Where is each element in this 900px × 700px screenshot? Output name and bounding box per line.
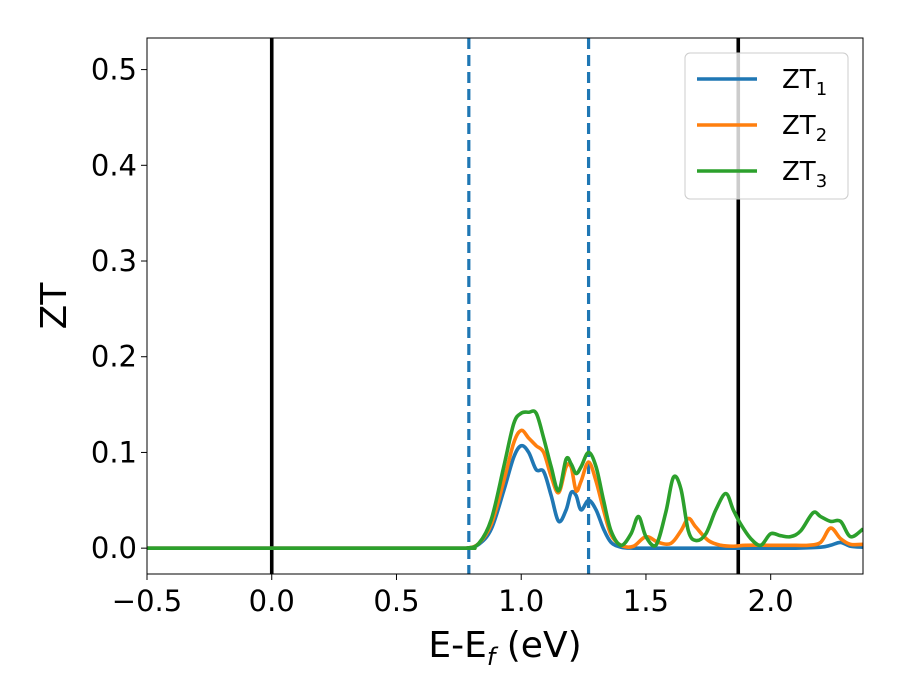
x-tick-label: 0.5 [373,584,419,618]
legend-label-1: ZT1 [782,65,827,100]
legend: ZT1 ZT2 ZT3 [684,52,849,200]
legend-label-3: ZT3 [782,157,827,192]
x-axis-label: E-Ef (eV) [428,625,581,671]
x-tick-label: 1.0 [498,584,544,618]
legend-box [684,52,849,200]
x-tick-label: 1.5 [623,584,669,618]
y-tick-label: 0.5 [91,53,137,87]
plot-frame [146,37,864,575]
x-axis-ticks: −0.5 0.0 0.5 1.0 1.5 2.0 [112,574,794,618]
x-tick-label: −0.5 [112,584,182,618]
y-tick-label: 0.2 [91,340,137,374]
series-line-1 [147,443,863,550]
y-axis-ticks: 0.0 0.1 0.2 0.3 0.4 0.5 [91,53,147,565]
y-tick-label: 0.4 [91,148,137,182]
x-tick-label: 2.0 [748,584,794,618]
x-tick-label: 0.0 [249,584,295,618]
y-tick-label: 0.0 [91,531,137,565]
series-lines [147,409,863,550]
y-tick-label: 0.3 [91,244,137,278]
y-axis-label: ZT [34,282,75,330]
legend-label-2: ZT2 [782,111,827,146]
series-line-3 [147,409,863,550]
y-tick-label: 0.1 [91,435,137,469]
